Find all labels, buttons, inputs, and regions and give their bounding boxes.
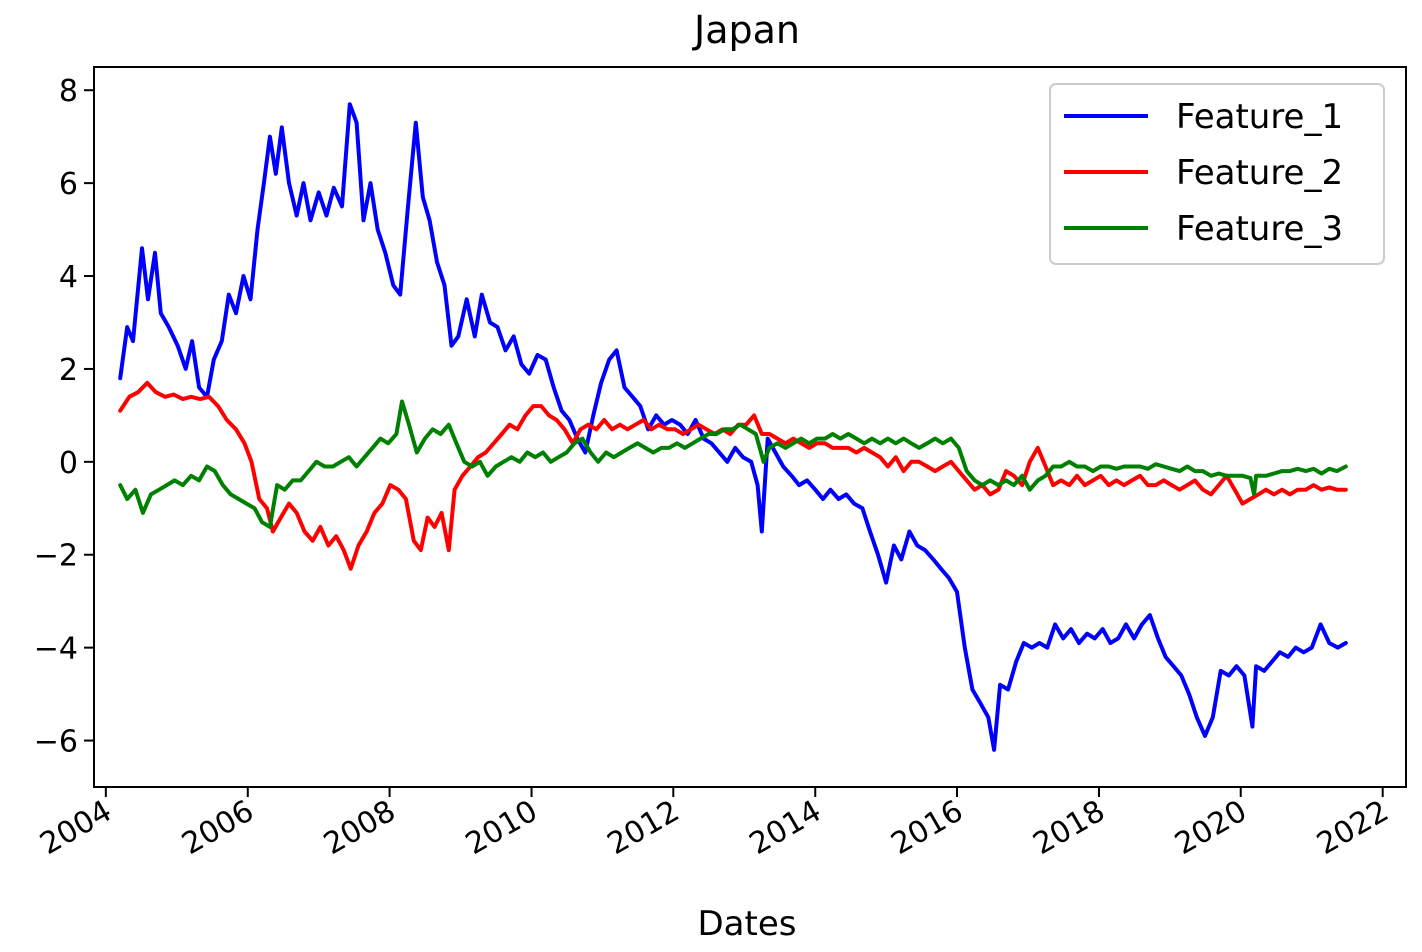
x-axis: 2004 2006 2008 2010 2012 2014 2016 2018 2020 2022 xyxy=(34,787,1395,862)
y-axis: −6 −4 −2 0 2 4 6 8 xyxy=(34,74,94,760)
x-tick-label: 2010 xyxy=(460,794,544,862)
x-tick-label: 2006 xyxy=(176,794,260,862)
y-tick-label: 8 xyxy=(59,74,78,109)
y-tick-label: −4 xyxy=(34,632,78,667)
chart-title: Japan xyxy=(692,8,800,52)
legend-frame xyxy=(1049,83,1385,265)
x-tick-label: 2022 xyxy=(1311,794,1395,862)
y-tick-label: −6 xyxy=(34,725,78,760)
x-axis-label: Dates xyxy=(698,904,797,944)
legend: Feature_1 Feature_2 Feature_3 xyxy=(1049,83,1385,265)
y-tick-label: 6 xyxy=(59,167,78,202)
x-tick-label: 2016 xyxy=(885,794,969,862)
y-tick-label: 2 xyxy=(59,353,78,388)
series-line-3 xyxy=(118,399,1348,529)
y-tick-label: −2 xyxy=(34,539,78,574)
x-tick-label: 2018 xyxy=(1027,794,1111,862)
plot-area xyxy=(118,102,1348,752)
legend-label: Feature_3 xyxy=(1176,209,1343,249)
axes-frame xyxy=(93,66,1407,788)
x-tick-label: 2004 xyxy=(34,794,118,862)
x-tick-label: 2020 xyxy=(1169,794,1253,862)
x-tick-label: 2008 xyxy=(318,794,402,862)
x-tick-label: 2012 xyxy=(602,794,686,862)
series-line-1 xyxy=(118,102,1348,752)
y-tick-label: 0 xyxy=(59,446,78,481)
x-tick-label: 2014 xyxy=(744,794,828,862)
y-tick-label: 4 xyxy=(59,260,78,295)
legend-label: Feature_2 xyxy=(1176,153,1343,193)
legend-label: Feature_1 xyxy=(1176,97,1343,137)
